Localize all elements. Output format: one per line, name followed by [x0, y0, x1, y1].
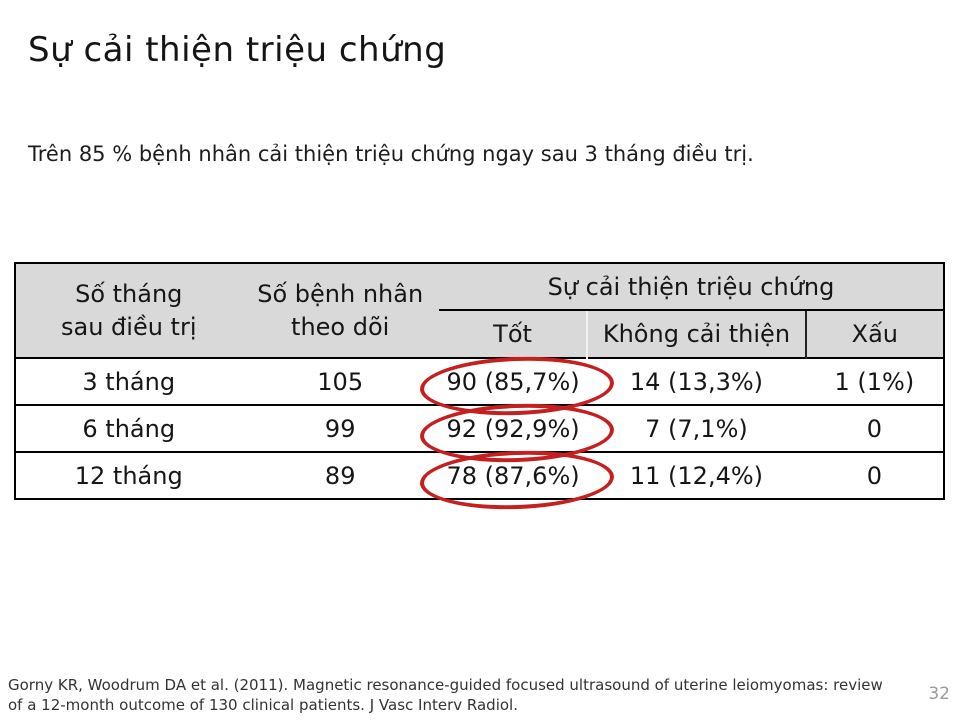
cell-months: 6 tháng	[15, 404, 242, 452]
results-table: Số tháng sau điều trị Số bệnh nhân theo …	[14, 262, 945, 500]
cell-patients: 99	[241, 404, 439, 452]
header-no-change: Không cải thiện	[586, 310, 806, 358]
table-row-6-months: 6 tháng 99 92 (92,9%) 7 (7,1%) 0	[15, 404, 944, 452]
cell-good: 90 (85,7%)	[438, 357, 588, 405]
header-patients: Số bệnh nhân theo dõi	[241, 263, 439, 358]
cell-months: 12 tháng	[15, 451, 242, 499]
cell-good: 78 (87,6%)	[438, 451, 588, 499]
cell-no-change: 11 (12,4%)	[587, 451, 806, 499]
cell-months: 3 tháng	[15, 357, 242, 405]
citation-line-2: of a 12-month outcome of 130 clinical pa…	[8, 695, 518, 714]
cell-no-change: 7 (7,1%)	[587, 404, 806, 452]
cell-patients: 105	[241, 357, 439, 405]
cell-worse: 0	[805, 451, 944, 499]
cell-patients: 89	[241, 451, 439, 499]
slide-title: Sự cải thiện triệu chứng	[28, 30, 447, 70]
cell-good: 92 (92,9%)	[438, 404, 588, 452]
header-months-line2: sau điều trị	[60, 312, 197, 341]
table-row-12-months: 12 tháng 89 78 (87,6%) 11 (12,4%) 0	[15, 451, 944, 499]
header-good: Tốt	[438, 310, 588, 358]
header-worse: Xấu	[804, 310, 944, 358]
header-months-line1: Số tháng	[75, 280, 183, 309]
page-number: 32	[928, 684, 950, 704]
header-months: Số tháng sau điều trị	[15, 263, 242, 358]
citation-line-1: Gorny KR, Woodrum DA et al. (2011). Magn…	[8, 676, 883, 694]
header-group-improvement: Sự cải thiện triệu chứng	[438, 263, 944, 311]
table-row-3-months: 3 tháng 105 90 (85,7%) 14 (13,3%) 1 (1%)	[15, 357, 944, 405]
citation: Gorny KR, Woodrum DA et al. (2011). Magn…	[8, 676, 883, 715]
cell-worse: 0	[805, 404, 944, 452]
header-patients-line2: theo dõi	[291, 312, 390, 341]
cell-worse: 1 (1%)	[805, 357, 944, 405]
header-patients-line1: Số bệnh nhân	[257, 280, 424, 309]
cell-no-change: 14 (13,3%)	[587, 357, 806, 405]
slide-subtitle: Trên 85 % bệnh nhân cải thiện triệu chứn…	[28, 142, 754, 166]
